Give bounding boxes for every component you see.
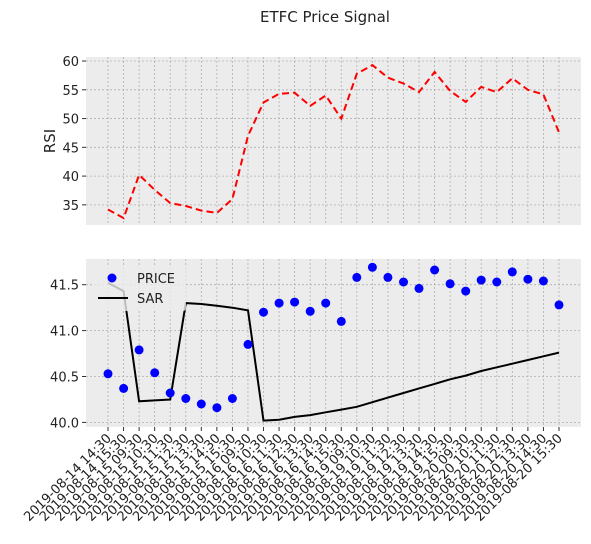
price-point	[555, 300, 564, 309]
price-point	[306, 307, 315, 316]
price-point	[383, 273, 392, 282]
legend-price-marker	[108, 274, 117, 283]
legend-sar-label: SAR	[137, 292, 163, 307]
price-y-tick-label: 40.0	[50, 416, 79, 431]
price-point	[492, 278, 501, 287]
price-point	[352, 273, 361, 282]
legend-price-label: PRICE	[137, 272, 175, 287]
price-point	[290, 298, 299, 307]
price-point	[181, 394, 190, 403]
price-point	[523, 275, 532, 284]
rsi-y-tick-label: 40	[62, 170, 79, 185]
price-point	[337, 317, 346, 326]
price-point	[104, 369, 113, 378]
price-y-tick-label: 41.0	[50, 325, 79, 340]
price-point	[430, 266, 439, 275]
price-point	[321, 299, 330, 308]
price-y-ticks: 40.0 40.5 41.0 41.5	[50, 279, 86, 432]
figure-title: ETFC Price Signal	[260, 8, 390, 26]
price-point	[228, 394, 237, 403]
rsi-panel: 35 40 45 50 55 60 RSI	[41, 55, 581, 225]
price-point	[150, 368, 159, 377]
rsi-y-ticks: 35 40 45 50 55 60	[62, 55, 86, 214]
rsi-y-tick-label: 55	[62, 84, 79, 99]
price-point	[259, 308, 268, 317]
rsi-y-tick-label: 50	[62, 113, 79, 128]
price-y-tick-label: 41.5	[50, 279, 79, 294]
price-point	[244, 340, 253, 349]
rsi-y-tick-label: 60	[62, 55, 79, 70]
rsi-y-tick-label: 45	[62, 141, 79, 156]
price-point	[399, 278, 408, 287]
price-point	[368, 263, 377, 272]
price-point	[119, 384, 128, 393]
price-point	[508, 267, 517, 276]
price-point	[539, 277, 548, 286]
price-point	[166, 389, 175, 398]
rsi-y-axis-label: RSI	[41, 129, 59, 153]
price-point	[415, 284, 424, 293]
legend: PRICE SAR	[92, 265, 186, 311]
price-point	[477, 276, 486, 285]
price-point	[275, 299, 284, 308]
price-point	[212, 403, 221, 412]
price-point	[446, 279, 455, 288]
price-panel: 40.0 40.5 41.0 41.5 2019-08-14 14:302019-08…	[21, 259, 581, 525]
price-point	[197, 400, 206, 409]
rsi-y-tick-label: 35	[62, 199, 79, 214]
price-point	[461, 287, 470, 296]
price-y-tick-label: 40.5	[50, 371, 79, 386]
price-point	[135, 345, 144, 354]
